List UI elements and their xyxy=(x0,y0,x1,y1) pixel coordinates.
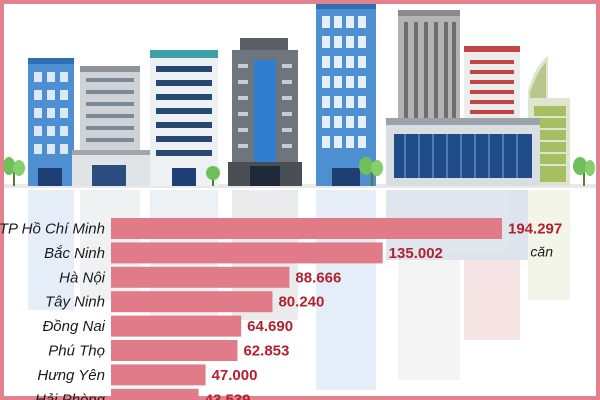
value-label: 43.539 xyxy=(205,391,251,400)
building-7 xyxy=(464,46,520,126)
value-label: 47.000 xyxy=(212,367,258,384)
category-label: Hà Nội xyxy=(59,269,106,286)
tree-left xyxy=(3,157,25,186)
bar xyxy=(111,266,290,288)
building-4 xyxy=(228,38,302,186)
bar xyxy=(111,242,383,264)
value-label: 62.853 xyxy=(243,343,289,360)
value-label: 194.297 xyxy=(508,221,562,238)
building-5 xyxy=(316,4,376,186)
category-label: Bắc Ninh xyxy=(44,245,105,262)
unit-label: căn xyxy=(530,243,553,259)
building-2 xyxy=(72,66,150,186)
category-label: Tây Ninh xyxy=(45,294,105,311)
bar xyxy=(111,340,238,361)
bar xyxy=(111,291,273,313)
bar xyxy=(111,315,242,337)
building-1 xyxy=(28,58,74,186)
category-label: Hưng Yên xyxy=(37,367,105,384)
category-label: Hải Phòng xyxy=(35,391,106,400)
building-6 xyxy=(398,10,460,130)
category-label: TP Hồ Chí Minh xyxy=(0,221,105,238)
value-label: 88.666 xyxy=(295,269,341,286)
tree-mid xyxy=(206,166,220,186)
category-label: Phú Thọ xyxy=(48,343,105,360)
category-label: Đồng Nai xyxy=(42,318,105,335)
bar xyxy=(111,218,502,239)
building-9 xyxy=(386,118,540,186)
tree-center xyxy=(359,157,383,186)
value-label: 80.240 xyxy=(278,294,324,311)
value-label: 135.002 xyxy=(389,245,443,262)
tree-right xyxy=(573,157,595,186)
value-label: 64.690 xyxy=(247,318,293,335)
bar xyxy=(111,364,206,386)
building-3 xyxy=(150,50,218,186)
bar xyxy=(111,388,199,400)
